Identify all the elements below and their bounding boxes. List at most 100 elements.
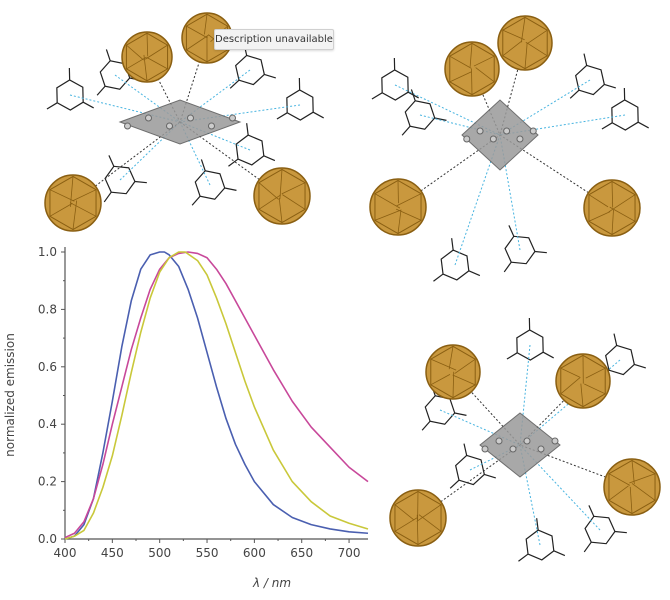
metal-atom (229, 114, 236, 122)
methyl-bond (614, 530, 627, 534)
aryl-ring (194, 170, 226, 200)
coordination-bond (179, 121, 251, 151)
coordination-bond (499, 79, 591, 136)
metal-atom (537, 445, 545, 453)
methyl-bond (468, 270, 481, 277)
aryl-ring (404, 100, 436, 130)
aryl-ring (584, 515, 616, 545)
y-tick-label: 1.0 (38, 245, 57, 259)
coordination-bond (114, 74, 181, 123)
x-tick-label: 700 (338, 546, 361, 560)
methyl-bond (613, 333, 618, 346)
icosahedral-cage (583, 179, 641, 237)
methyl-bond (449, 479, 460, 489)
aryl-ring (611, 99, 639, 131)
methyl-bond (82, 101, 94, 109)
metal-atom (551, 437, 559, 445)
metal-atom (489, 135, 497, 143)
methyl-bond (246, 123, 249, 136)
methyl-bond (105, 49, 111, 61)
methyl-bond (191, 195, 201, 206)
aryl-ring (235, 134, 265, 166)
aryl-ring (381, 69, 409, 101)
metal-atom (124, 122, 131, 130)
methyl-bond (604, 83, 616, 89)
metal-atom (495, 437, 503, 445)
methyl-bond (484, 473, 496, 479)
aryl-ring (516, 329, 544, 361)
metal-atom (463, 135, 471, 143)
x-axis-title: λ / nm (252, 576, 291, 590)
methyl-bond (434, 117, 447, 121)
y-tick-label: 0.6 (38, 360, 57, 374)
aryl-ring (605, 344, 635, 376)
structure-top-right (369, 15, 649, 282)
tooltip: Description unavailable (214, 29, 334, 50)
methyl-bond (46, 102, 58, 110)
methyl-bond (542, 351, 554, 359)
coordination-bond (469, 444, 521, 471)
methyl-bond (454, 412, 467, 416)
metal-atom (476, 127, 484, 135)
methyl-bond (371, 92, 383, 100)
y-axis-title: normalized emission (3, 333, 17, 457)
methyl-bond (96, 85, 106, 96)
aryl-ring (575, 64, 605, 96)
methyl-bond (312, 111, 324, 119)
aryl-ring (525, 529, 555, 561)
methyl-bond (421, 420, 431, 431)
methyl-bond (583, 541, 592, 553)
metal-atom (208, 122, 215, 130)
icosahedral-cage (121, 31, 173, 83)
metal-atom (529, 127, 537, 135)
cage-contact (519, 380, 584, 446)
methyl-bond (410, 89, 416, 101)
metal-cluster (118, 99, 242, 145)
methyl-bond (276, 112, 288, 120)
x-tick-label: 550 (196, 546, 219, 560)
coordination-bond (454, 134, 501, 266)
x-tick-label: 400 (54, 546, 77, 560)
methyl-bond (224, 187, 237, 191)
series-line-1 (64, 251, 369, 540)
methyl-bond (451, 238, 454, 251)
methyl-bond (228, 158, 239, 167)
methyl-bond (200, 159, 206, 171)
methyl-bond (503, 261, 512, 273)
methyl-bond (518, 553, 529, 562)
methyl-bond (463, 443, 468, 456)
aryl-ring (440, 249, 470, 281)
icosahedral-cage (253, 167, 311, 225)
icosahedral-cage (603, 458, 661, 516)
methyl-bond (569, 89, 580, 99)
methyl-bond (553, 550, 566, 557)
icosahedral-cage (497, 15, 553, 71)
methyl-bond (536, 518, 539, 531)
icosahedral-cage (369, 178, 427, 236)
metal-atom (523, 437, 531, 445)
metal-atom (509, 445, 517, 453)
series-lines (64, 251, 369, 540)
aryl-ring (504, 235, 536, 265)
methyl-bond (534, 250, 547, 254)
methyl-bond (134, 180, 147, 184)
metal-atom (503, 127, 511, 135)
coordination-bond (69, 94, 181, 123)
y-tick-label: 0.0 (38, 532, 57, 546)
x-tick-label: 650 (290, 546, 313, 560)
series-line-2 (64, 251, 369, 539)
y-tick-label: 0.4 (38, 417, 57, 431)
icosahedral-cage (444, 41, 500, 97)
methyl-bond (583, 53, 588, 66)
x-tick-label: 450 (101, 546, 124, 560)
metal-atom (481, 445, 489, 453)
methyl-bond (634, 363, 646, 369)
metal-cluster (479, 412, 561, 478)
methyl-bond (508, 225, 515, 237)
metal-atom (145, 114, 152, 122)
aryl-ring (235, 54, 265, 86)
methyl-bond (103, 191, 112, 203)
series-line-3 (64, 251, 369, 540)
